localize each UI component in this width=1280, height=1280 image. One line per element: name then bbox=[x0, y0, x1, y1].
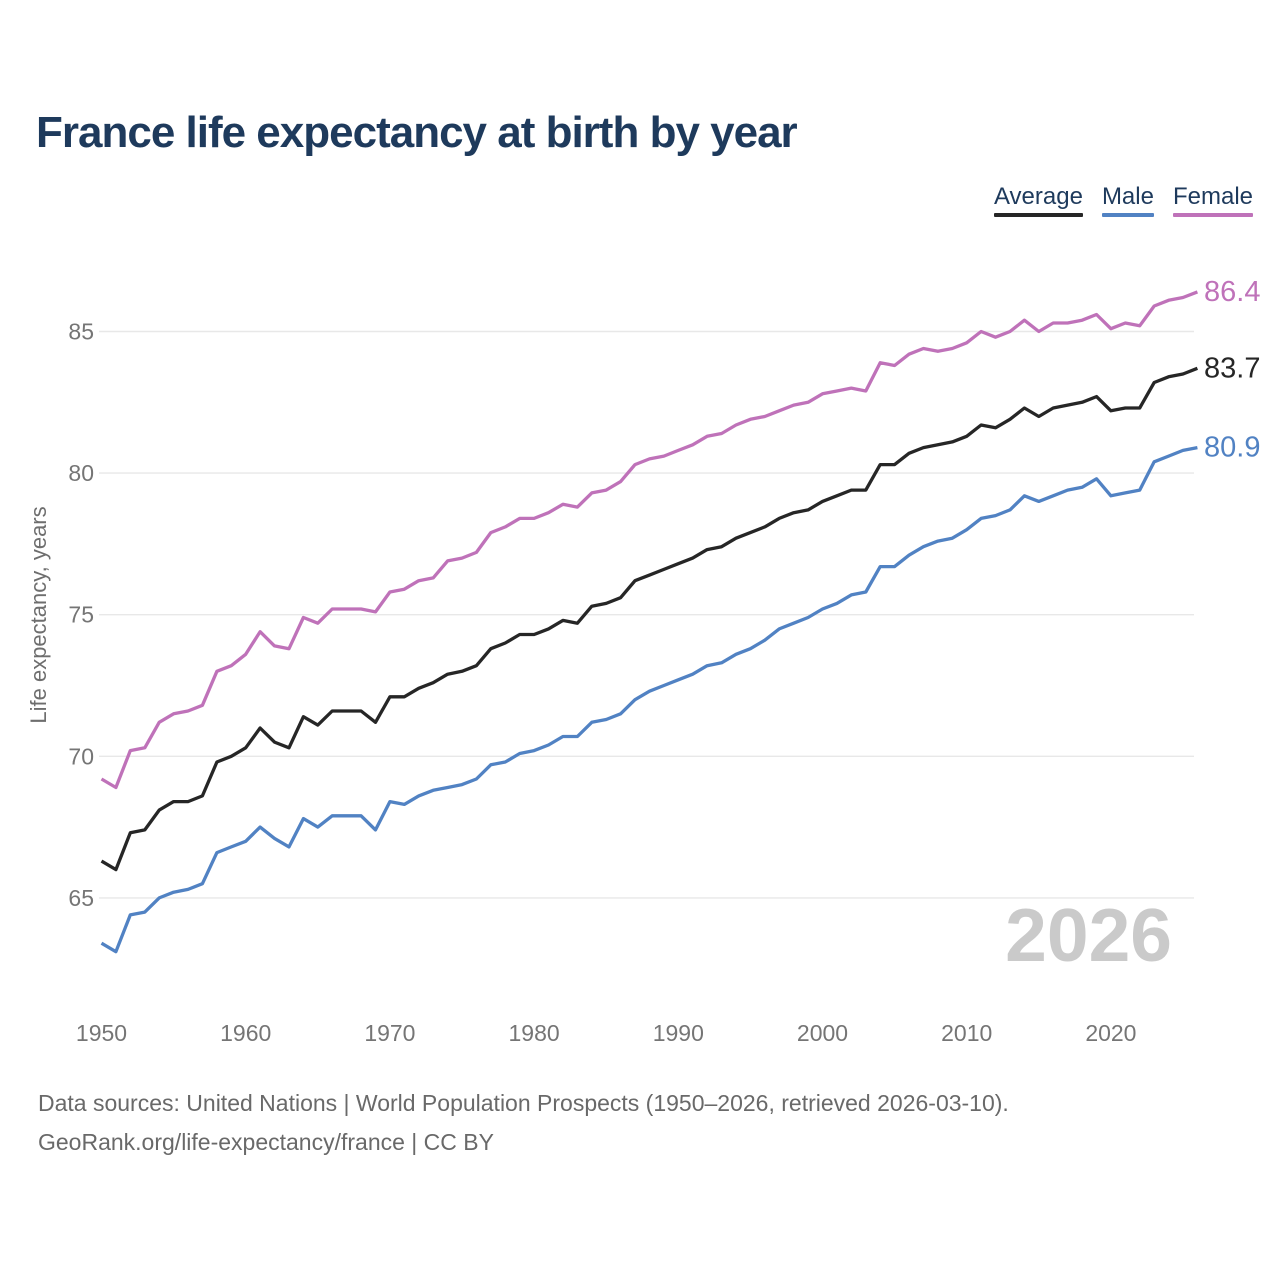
x-tick-2000: 2000 bbox=[797, 1020, 848, 1046]
x-tick-1950: 1950 bbox=[76, 1020, 127, 1046]
legend-swatch-average bbox=[993, 213, 1083, 217]
data-source-note: Data sources: United Nations | World Pop… bbox=[38, 1084, 1009, 1162]
legend: Average Male Female bbox=[993, 183, 1253, 217]
end-label-female: 86.4 bbox=[1204, 276, 1260, 308]
y-tick-75: 75 bbox=[68, 602, 94, 628]
legend-label-average: Average bbox=[993, 183, 1083, 210]
series-line-male bbox=[100, 445, 1198, 954]
series-line-average bbox=[100, 366, 1199, 872]
y-tick-85: 85 bbox=[68, 319, 94, 345]
watermark-year: 2026 bbox=[1005, 893, 1172, 977]
legend-swatch-male bbox=[1101, 213, 1154, 217]
x-tick-1980: 1980 bbox=[509, 1020, 560, 1046]
y-tick-65: 65 bbox=[68, 885, 94, 911]
x-tick-1970: 1970 bbox=[364, 1020, 415, 1046]
end-label-average: 83.7 bbox=[1204, 352, 1260, 384]
x-tick-2010: 2010 bbox=[941, 1020, 992, 1046]
legend-label-female: Female bbox=[1172, 183, 1253, 210]
data-source-line1: Data sources: United Nations | World Pop… bbox=[38, 1090, 1009, 1116]
y-tick-80: 80 bbox=[68, 460, 94, 486]
x-tick-1990: 1990 bbox=[653, 1020, 704, 1046]
y-axis-label: Life expectancy, years bbox=[26, 506, 51, 723]
legend-swatch-female bbox=[1172, 213, 1253, 217]
chart-title: France life expectancy at birth by year bbox=[36, 108, 798, 157]
legend-item-female[interactable]: Female bbox=[1172, 183, 1253, 217]
x-tick-1960: 1960 bbox=[220, 1020, 271, 1046]
legend-item-male[interactable]: Male bbox=[1101, 183, 1154, 217]
legend-label-male: Male bbox=[1101, 183, 1154, 210]
y-tick-70: 70 bbox=[68, 743, 94, 769]
x-tick-2020: 2020 bbox=[1085, 1020, 1136, 1046]
end-label-male: 80.9 bbox=[1204, 432, 1260, 464]
data-source-line2: GeoRank.org/life-expectancy/france | CC … bbox=[38, 1129, 494, 1155]
legend-item-average[interactable]: Average bbox=[993, 183, 1083, 217]
series-line-female bbox=[100, 290, 1198, 790]
